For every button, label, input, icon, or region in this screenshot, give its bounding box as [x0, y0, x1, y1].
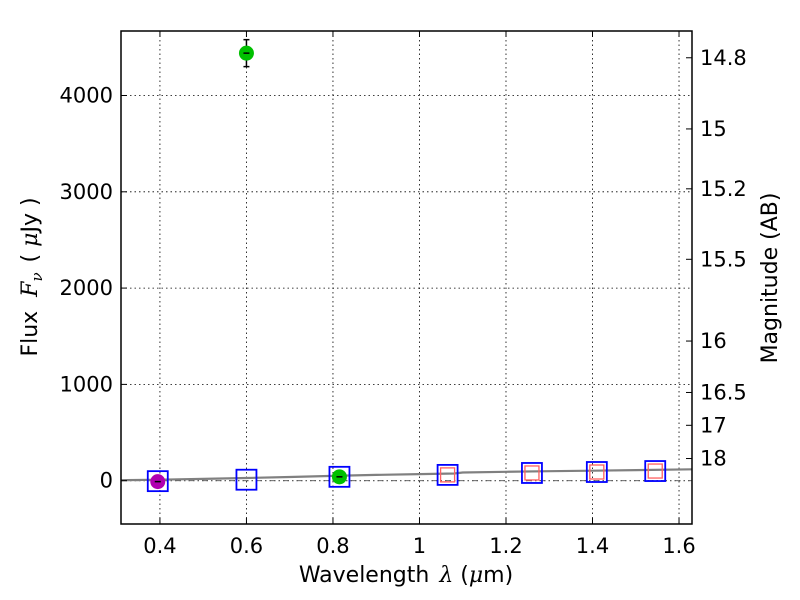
model-photometry-square: [521, 462, 543, 484]
x-tick-label: 0.8: [316, 534, 349, 558]
x-axis-label-unit-rest: m): [483, 563, 513, 588]
x-axis-label-text: Wavelength: [299, 563, 430, 588]
y-axis-label-symbol: F: [18, 281, 43, 298]
y-tick-label: 2000: [60, 276, 113, 300]
upper-limit-square: [589, 464, 605, 480]
x-tick-label: 1: [413, 534, 426, 558]
y2-tick-label: 14.8: [700, 46, 747, 70]
model-photometry-square: [644, 460, 667, 482]
y2-tick-label: 15: [700, 117, 727, 141]
x-axis-label-unit-open: (: [453, 563, 469, 588]
y2-tick-label: 15.2: [700, 177, 747, 201]
y-tick-label: 4000: [60, 84, 113, 108]
marker-layer: [146, 38, 667, 493]
model-photometry-square: [436, 463, 459, 486]
x-axis-label-symbol: λ: [438, 563, 453, 588]
y-tick-label: 0: [100, 469, 113, 493]
model-sed-line: [120, 468, 693, 482]
x-tick-label: 1.6: [662, 534, 695, 558]
x-axis-label-unit-mu: μ: [469, 563, 483, 588]
tick-layer: 0.4 0.6 0.8 1 1.2 1.4 1.6 0 1000 2000 3000 4000 14.8…: [60, 31, 747, 558]
y-tick-label: 3000: [60, 180, 113, 204]
y-axis-label-unit-mu: μ: [18, 233, 43, 247]
model-photometry-square: [146, 470, 169, 493]
y2-tick-label: 17: [700, 413, 727, 437]
x-tick-label: 1.4: [576, 534, 609, 558]
model-photometry-square: [235, 468, 258, 491]
model-line-layer: [120, 468, 693, 482]
y-axis-title: Flux Fν ( μJy ): [18, 197, 46, 356]
model-photometry-square: [585, 461, 608, 483]
x-tick-label: 0.6: [230, 534, 263, 558]
y-axis-label-subscript: ν: [28, 272, 46, 281]
y2-axis-title: Magnitude (AB): [758, 193, 783, 364]
y-axis-label-text: Flux: [18, 311, 43, 357]
plot-frame: [120, 30, 693, 525]
y2-tick-label: 18: [700, 447, 727, 471]
upper-limit-square: [647, 463, 663, 479]
model-photometry-square: [328, 465, 351, 488]
upper-limit-square: [439, 467, 456, 483]
y-axis-label-unit-open: (: [18, 247, 43, 263]
y2-tick-label: 16.5: [700, 380, 747, 404]
y2-tick-label: 15.5: [700, 247, 747, 271]
upper-limit-square: [524, 465, 540, 481]
x-tick-label: 1.2: [489, 534, 522, 558]
x-axis-title: Wavelength λ (μm): [299, 563, 513, 588]
y-tick-label: 1000: [60, 372, 113, 396]
grid: [121, 31, 692, 524]
y2-tick-label: 16: [700, 329, 727, 353]
y-axis-label-unit-rest: Jy ): [18, 197, 43, 234]
x-tick-label: 0.4: [143, 534, 176, 558]
